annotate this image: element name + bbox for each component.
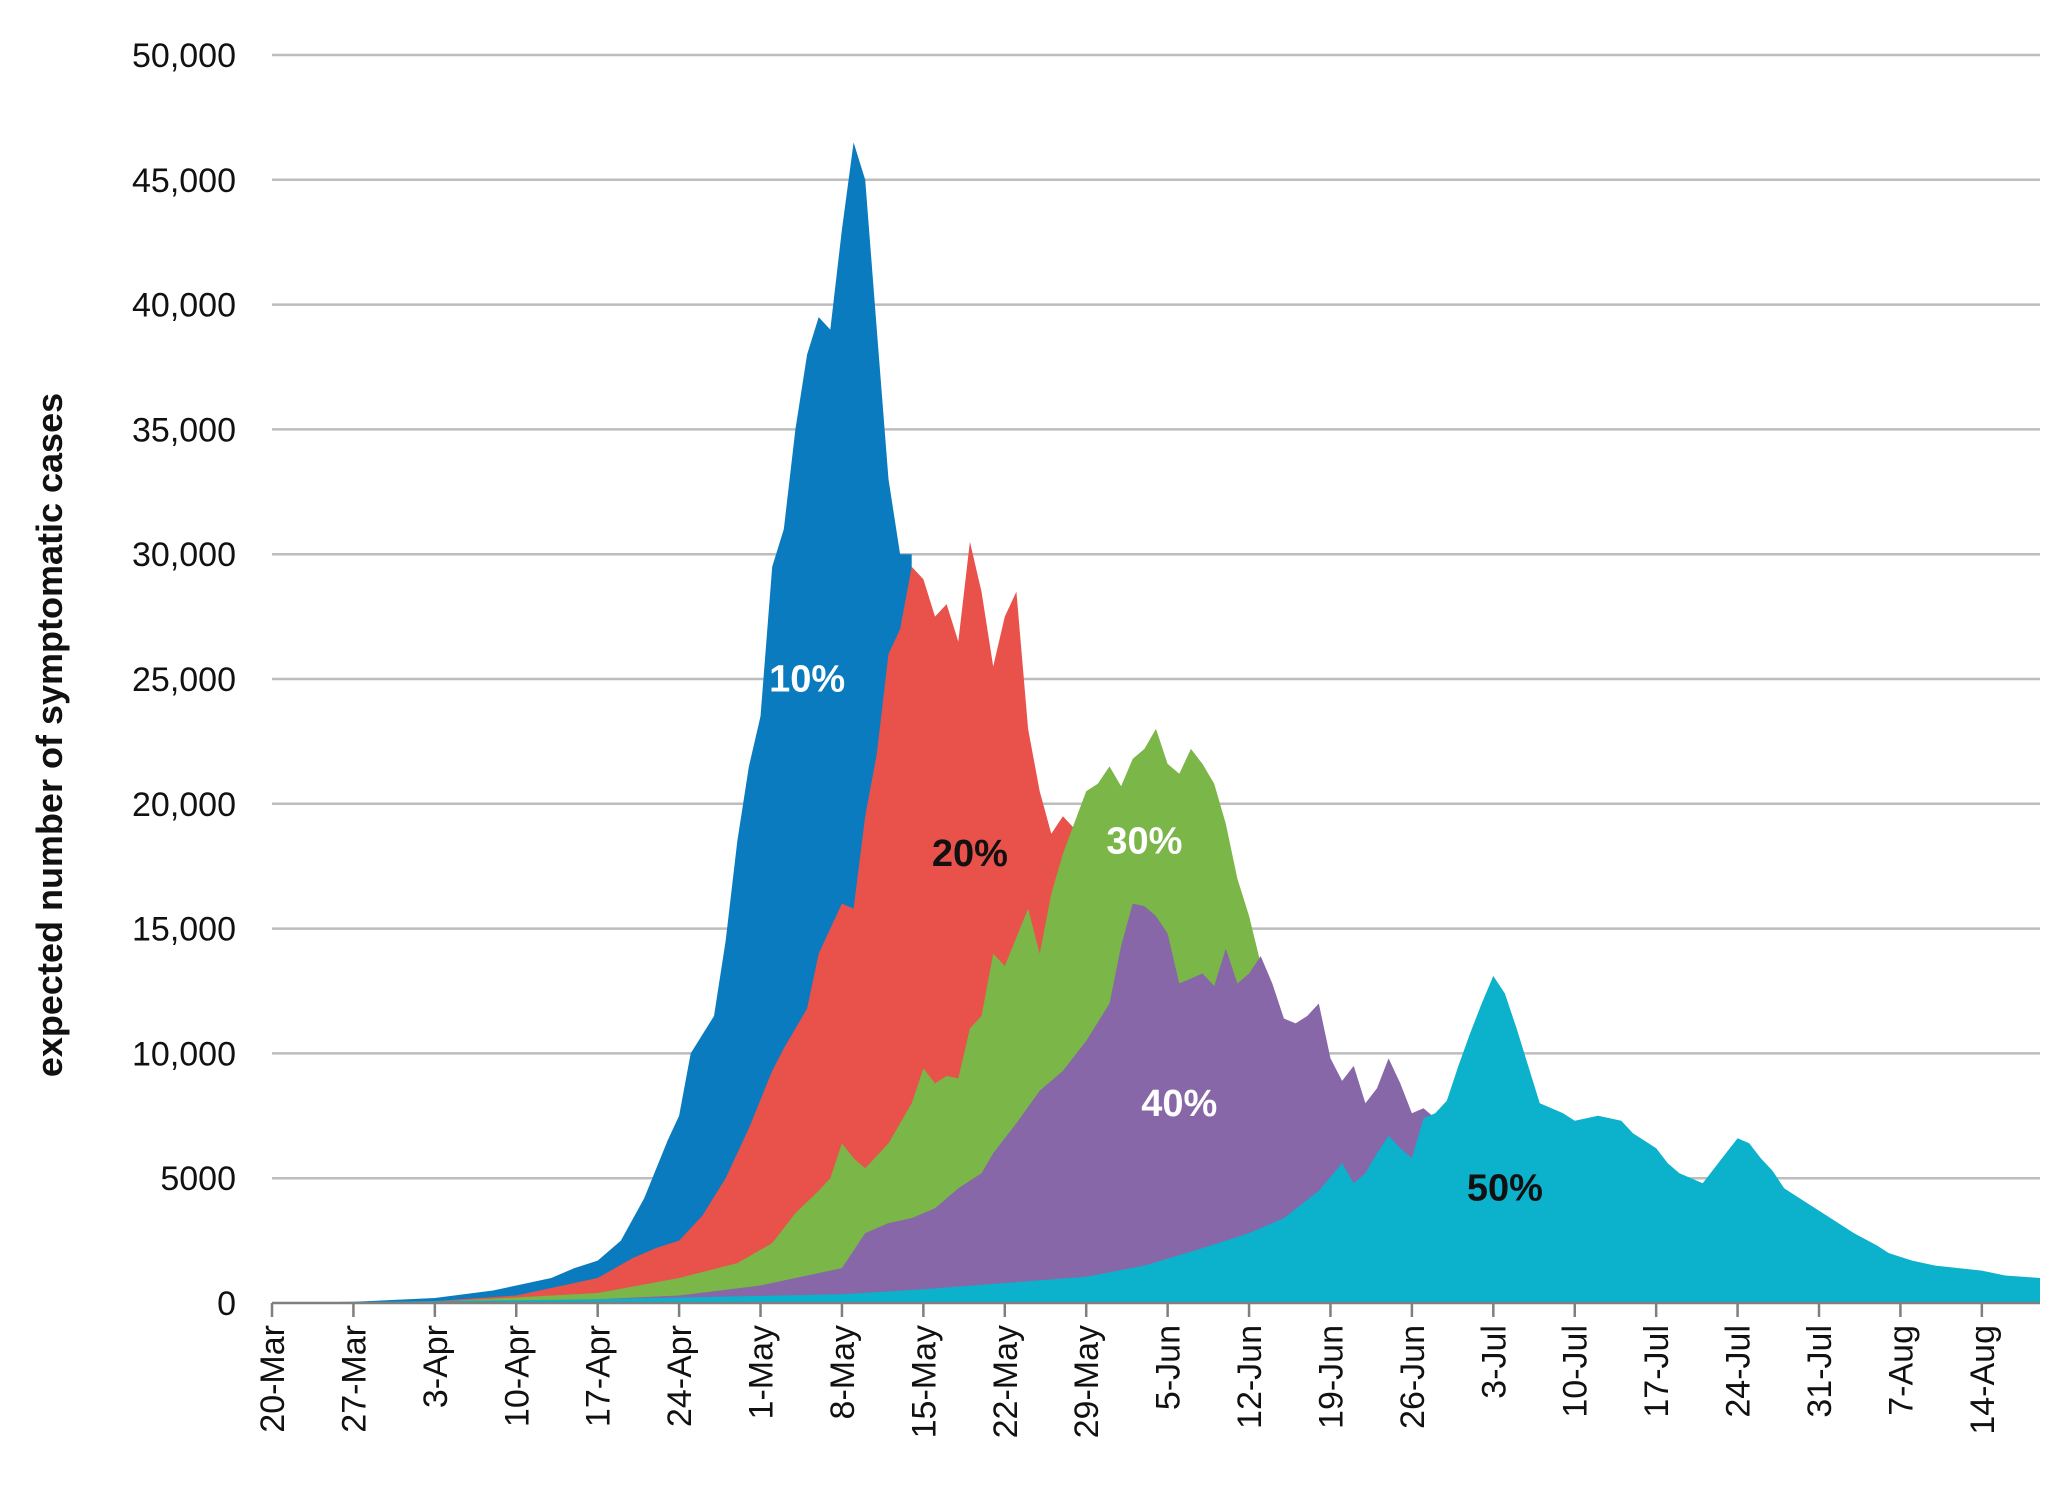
y-tick-label: 5000	[160, 1160, 236, 1198]
series-label-30pct: 30%	[1106, 821, 1182, 863]
x-tick-label: 10-Apr	[498, 1325, 536, 1427]
y-axis-label: expected number of symptomatic cases	[29, 393, 70, 1077]
x-tick-label: 15-May	[905, 1325, 943, 1438]
y-tick-label: 50,000	[132, 37, 236, 75]
x-tick-label: 29-May	[1068, 1325, 1106, 1438]
x-tick-label: 31-Jul	[1801, 1325, 1839, 1418]
x-tick-label: 14-Aug	[1964, 1325, 2002, 1435]
x-tick-label: 20-Mar	[254, 1325, 292, 1433]
x-tick-label: 5-Jun	[1150, 1325, 1188, 1410]
area-series-20pct	[272, 541, 1087, 1303]
x-tick-label: 27-Mar	[335, 1325, 373, 1433]
area-series-50pct	[272, 976, 2040, 1303]
x-axis-tick-labels: 20-Mar 27-Mar 3-Apr 10-Apr 17-Apr 24-Apr 1-May…	[254, 1325, 2002, 1438]
y-tick-label: 25,000	[132, 661, 236, 699]
area-series-40pct	[272, 903, 1447, 1303]
y-tick-label: 35,000	[132, 411, 236, 449]
x-tick-label: 3-Apr	[417, 1325, 455, 1408]
gridlines	[272, 53, 2040, 1180]
series-label-40pct: 40%	[1141, 1083, 1217, 1125]
y-tick-label: 10,000	[132, 1035, 236, 1073]
x-tick-label: 24-Apr	[661, 1325, 699, 1427]
x-tick-label: 1-May	[743, 1325, 781, 1419]
y-tick-label: 0	[217, 1285, 236, 1323]
x-tick-label: 8-May	[824, 1325, 862, 1419]
series-labels: 10% 20% 30% 40% 50%	[769, 659, 1543, 1210]
y-tick-label: 45,000	[132, 162, 236, 200]
x-tick-label: 10-Jul	[1557, 1325, 1595, 1418]
series-label-50pct: 50%	[1467, 1168, 1543, 1210]
x-axis-line	[270, 1301, 2040, 1317]
x-tick-label: 17-Jul	[1638, 1325, 1676, 1418]
y-tick-label: 15,000	[132, 911, 236, 949]
series-label-10pct: 10%	[769, 659, 845, 701]
y-tick-label: 20,000	[132, 786, 236, 824]
x-tick-label: 26-Jun	[1394, 1325, 1432, 1429]
series-label-20pct: 20%	[932, 833, 1008, 875]
y-tick-label: 30,000	[132, 536, 236, 574]
area-series-10pct	[272, 142, 912, 1303]
x-tick-label: 3-Jul	[1475, 1325, 1513, 1399]
y-axis-tick-labels: 0 5000 10,000 15,000 20,000 25,000 30,000 35,00…	[132, 37, 236, 1323]
x-tick-label: 17-Apr	[580, 1325, 618, 1427]
x-tick-label: 19-Jun	[1313, 1325, 1351, 1429]
x-tick-label: 7-Aug	[1882, 1325, 1920, 1416]
x-tick-label: 12-Jun	[1231, 1325, 1269, 1429]
y-tick-label: 40,000	[132, 287, 236, 325]
x-tick-label: 24-Jul	[1720, 1325, 1758, 1418]
series-areas	[272, 142, 2040, 1303]
x-tick-label: 22-May	[987, 1325, 1025, 1438]
